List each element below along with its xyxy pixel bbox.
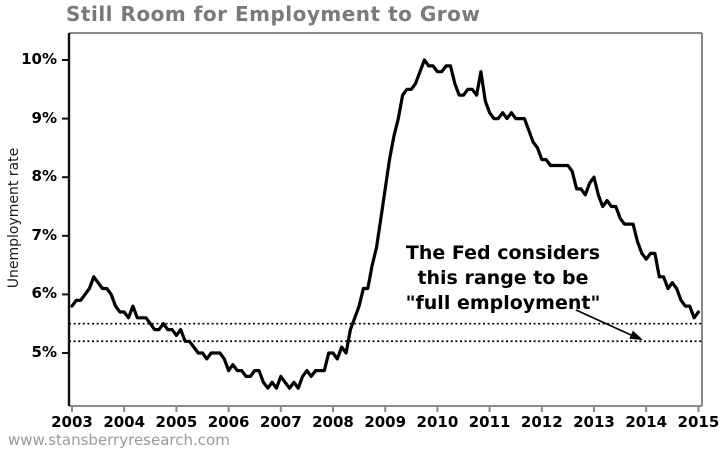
x-tick-label: 2015: [677, 413, 720, 431]
x-tick-label: 2012: [520, 413, 563, 431]
watermark-url: www.stansberryresearch.com: [8, 431, 230, 449]
unemployment-rate-line: [70, 58, 701, 390]
annotation-line-1: The Fed considers: [405, 242, 601, 264]
x-tick-label: 2014: [625, 413, 668, 431]
x-tick-label: 2005: [155, 413, 198, 431]
x-tick-label: 2010: [416, 413, 459, 431]
y-tick-label: 8%: [31, 167, 57, 186]
x-tick-label: 2007: [259, 413, 302, 431]
x-tick-label: 2003: [51, 413, 93, 431]
annotation-arrow-head: [629, 330, 643, 340]
x-tick-label: 2006: [207, 413, 250, 431]
x-tick-label: 2011: [468, 413, 511, 431]
y-tick-label: 9%: [31, 108, 57, 127]
annotation-line-2: this range to be: [417, 267, 589, 289]
y-tick-label: 6%: [31, 284, 57, 303]
annotation-arrow-shaft: [575, 309, 632, 336]
fed-range-annotation: The Fed considers this range to be "full…: [388, 241, 618, 316]
y-tick-label: 5%: [31, 343, 57, 361]
annotation-line-3: "full employment": [405, 292, 601, 314]
x-tick-label: 2004: [103, 413, 146, 431]
x-tick-label: 2009: [364, 413, 407, 431]
x-tick-label: 2013: [573, 413, 615, 431]
y-tick-label: 7%: [31, 225, 57, 244]
y-tick-label: 10%: [21, 50, 57, 68]
chart-title: Still Room for Employment to Grow: [66, 2, 481, 26]
x-tick-label: 2008: [312, 413, 354, 431]
